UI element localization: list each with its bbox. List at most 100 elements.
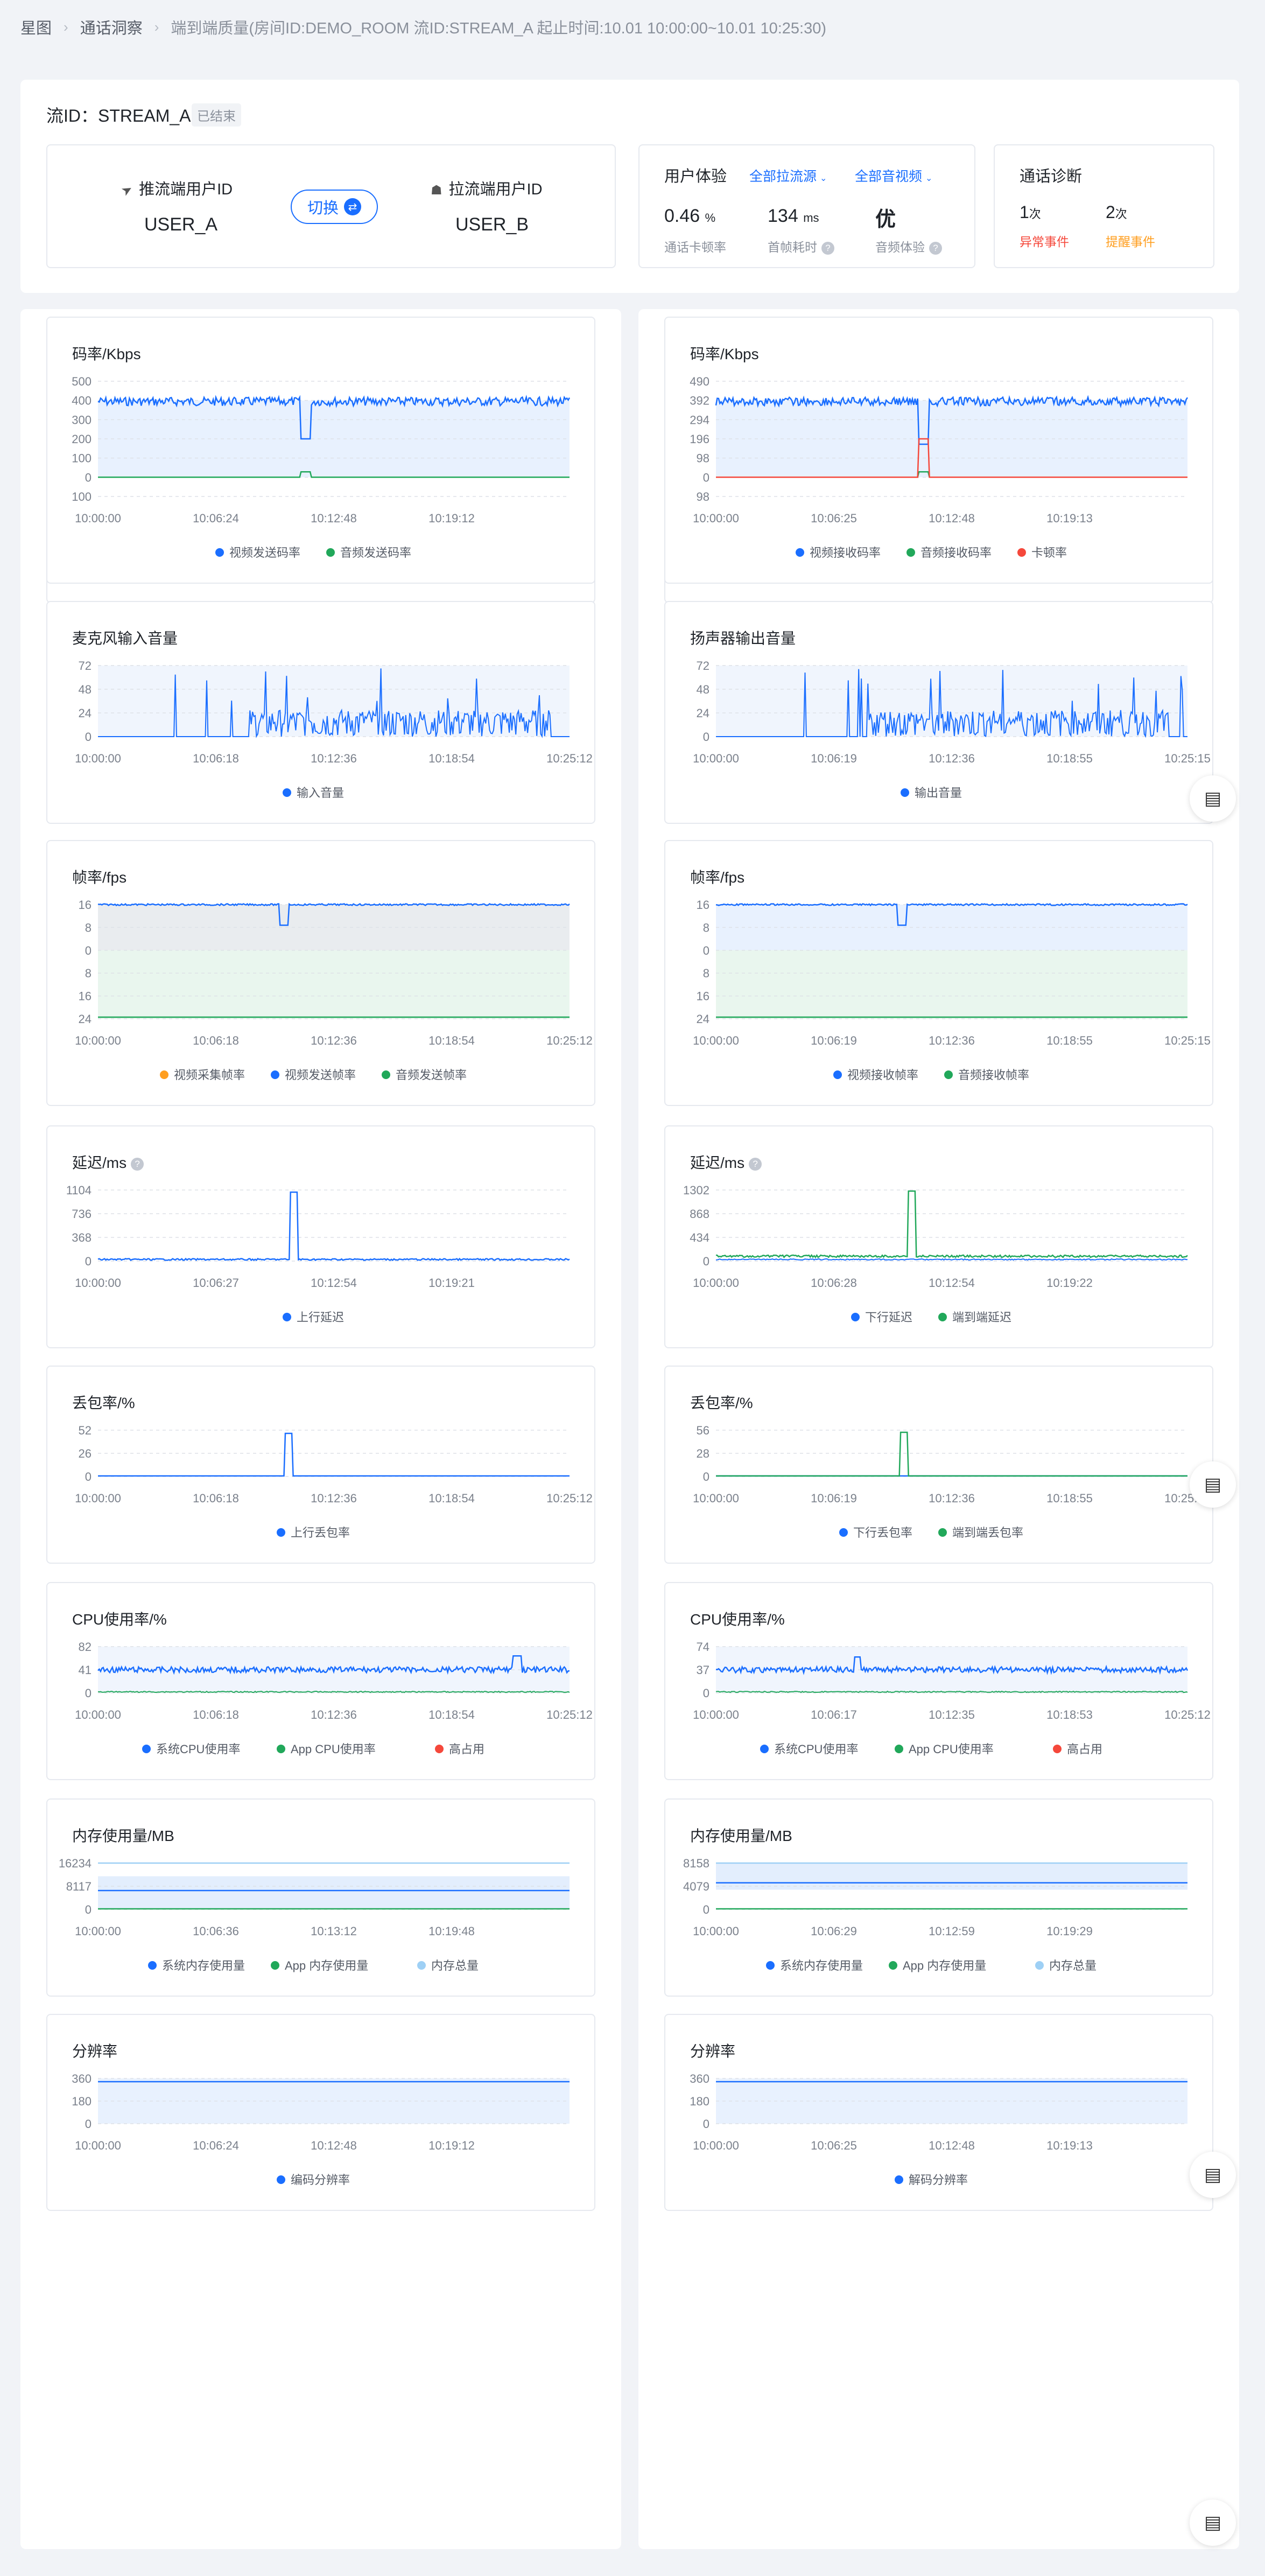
report-icon[interactable]: ▤: [1190, 2500, 1236, 2546]
legend-marker[interactable]: [839, 1528, 848, 1537]
chart-svg[interactable]: 500 400 300 200 100 0 100 10:00:00 10:06:24 10:12…: [47, 318, 594, 584]
chart-svg[interactable]: 360 180 0 10:00:00 10:06:25 10:12:48 10:19:13 解…: [665, 2015, 1212, 2211]
chart-svg[interactable]: 16234 8117 0 10:00:00 10:06:36 10:13:12 10:19:…: [47, 1800, 594, 1997]
abnormal-label[interactable]: 异常事件: [1020, 235, 1069, 249]
series-line[interactable]: [98, 471, 570, 478]
legend-marker[interactable]: [277, 2175, 285, 2184]
series-line[interactable]: [715, 1690, 1188, 1693]
series-line[interactable]: [97, 1191, 570, 1262]
report-icon[interactable]: ▤: [1190, 1461, 1236, 1508]
legend-marker[interactable]: [1017, 548, 1026, 557]
series-line[interactable]: [97, 1690, 570, 1693]
chart-svg[interactable]: 490 392 294 196 98 0 98 10:00:00 10:06:25 10:12:4…: [665, 318, 1212, 584]
filter-media-dropdown[interactable]: 全部音视频 ⌄: [855, 166, 932, 185]
reminder-label[interactable]: 提醒事件: [1106, 235, 1155, 249]
legend-marker[interactable]: [938, 1313, 947, 1321]
help-icon[interactable]: ?: [749, 1157, 762, 1171]
legend-label[interactable]: 端到端丢包率: [952, 1526, 1023, 1539]
legend-label[interactable]: App 内存使用量: [285, 1959, 368, 1972]
chart-svg[interactable]: 72 48 24 0 10:00:00 10:06:19 10:12:36 10:18:55 1…: [665, 602, 1212, 824]
series-line[interactable]: [715, 1190, 1188, 1258]
chart-svg[interactable]: 74 37 0 10:00:00 10:06:17 10:12:35 10:18:53 10:…: [665, 1583, 1212, 1780]
legend-label[interactable]: 音频接收码率: [920, 546, 992, 559]
legend-label[interactable]: 音频发送码率: [340, 546, 411, 559]
legend-marker[interactable]: [435, 1745, 444, 1753]
legend-label[interactable]: 下行延迟: [865, 1311, 912, 1324]
breadcrumb-home[interactable]: 星图: [20, 20, 52, 37]
series-line[interactable]: [716, 669, 1187, 738]
help-icon[interactable]: ?: [131, 1157, 144, 1171]
legend-label[interactable]: 视频接收码率: [810, 546, 881, 559]
legend-label[interactable]: 卡顿率: [1031, 546, 1067, 559]
legend-label[interactable]: 系统内存使用量: [162, 1959, 245, 1972]
legend-label[interactable]: App CPU使用率: [909, 1742, 994, 1756]
legend-marker[interactable]: [160, 1070, 168, 1079]
chart-svg[interactable]: 52 26 0 10:00:00 10:06:18 10:12:36 10:18:54 10:…: [47, 1367, 594, 1564]
chart-svg[interactable]: 82 41 0 10:00:00 10:06:18 10:12:36 10:18:54 10:…: [47, 1583, 594, 1780]
legend-marker[interactable]: [271, 1070, 279, 1079]
series-line[interactable]: [98, 1432, 570, 1477]
series-line[interactable]: [716, 438, 1187, 478]
chart-svg[interactable]: 1302 868 434 0 10:00:00 10:06:28 10:12:54 10:19…: [665, 1126, 1212, 1348]
legend-marker[interactable]: [1053, 1745, 1062, 1753]
legend-marker[interactable]: [326, 548, 335, 557]
legend-label[interactable]: App 内存使用量: [903, 1959, 986, 1972]
legend-label[interactable]: 输出音量: [915, 786, 962, 800]
legend-marker[interactable]: [283, 1313, 291, 1321]
legend-label[interactable]: 端到端延迟: [952, 1311, 1011, 1324]
series-line[interactable]: [716, 1431, 1187, 1477]
reminder-count[interactable]: 2次: [1106, 202, 1127, 222]
legend-label[interactable]: 解码分辨率: [909, 2173, 968, 2187]
abnormal-count[interactable]: 1次: [1020, 202, 1041, 222]
chart-svg[interactable]: 1104 736 368 0 10:00:00 10:06:27 10:12:54 10:19…: [47, 1126, 594, 1348]
legend-label[interactable]: 视频采集帧率: [174, 1068, 245, 1082]
series-line[interactable]: [715, 395, 1189, 445]
legend-marker[interactable]: [944, 1070, 953, 1079]
legend-label[interactable]: 下行丢包率: [853, 1526, 912, 1539]
report-icon[interactable]: ▤: [1190, 775, 1236, 822]
chart-svg[interactable]: 16 8 0 8 16 24 10:00:00 10:06:19 10:12:36 10:18:5…: [665, 841, 1212, 1106]
chart-svg[interactable]: 360 180 0 10:00:00 10:06:24 10:12:48 10:19:12 编…: [47, 2015, 594, 2211]
help-icon[interactable]: ?: [929, 241, 942, 255]
chart-svg[interactable]: 8158 4079 0 10:00:00 10:06:29 10:12:59 10:19:2…: [665, 1800, 1212, 1997]
legend-marker[interactable]: [417, 1961, 426, 1970]
series-line[interactable]: [715, 1258, 1188, 1261]
legend-marker[interactable]: [938, 1528, 947, 1537]
legend-marker[interactable]: [895, 1745, 903, 1753]
legend-marker[interactable]: [760, 1745, 769, 1753]
legend-label[interactable]: 系统CPU使用率: [774, 1742, 858, 1756]
legend-label[interactable]: 输入音量: [297, 786, 344, 800]
legend-marker[interactable]: [148, 1961, 157, 1970]
legend-label[interactable]: 上行丢包率: [291, 1526, 350, 1539]
legend-marker[interactable]: [1035, 1961, 1044, 1970]
report-icon[interactable]: ▤: [1190, 2152, 1236, 2198]
legend-marker[interactable]: [895, 2175, 903, 2184]
legend-marker[interactable]: [277, 1528, 285, 1537]
legend-marker[interactable]: [215, 548, 224, 557]
legend-marker[interactable]: [283, 788, 291, 797]
series-line[interactable]: [97, 902, 570, 926]
legend-marker[interactable]: [906, 548, 915, 557]
chart-svg[interactable]: 72 48 24 0 10:00:00 10:06:18 10:12:36 10:18:54 1…: [47, 602, 594, 824]
series-line[interactable]: [98, 668, 570, 738]
legend-marker[interactable]: [382, 1070, 390, 1079]
legend-label[interactable]: 视频发送帧率: [285, 1068, 356, 1082]
legend-label[interactable]: 上行延迟: [297, 1311, 344, 1324]
series-line[interactable]: [715, 902, 1188, 926]
series-line[interactable]: [97, 1655, 570, 1675]
legend-label[interactable]: 内存总量: [1049, 1959, 1097, 1972]
legend-marker[interactable]: [271, 1961, 279, 1970]
legend-label[interactable]: 内存总量: [431, 1959, 479, 1972]
legend-label[interactable]: 音频发送帧率: [396, 1068, 467, 1082]
legend-label[interactable]: 系统内存使用量: [780, 1959, 863, 1972]
legend-marker[interactable]: [142, 1745, 151, 1753]
switch-button[interactable]: 切换 ⇄: [291, 190, 378, 224]
legend-marker[interactable]: [833, 1070, 842, 1079]
filter-stream-dropdown[interactable]: 全部拉流源 ⌄: [749, 166, 827, 185]
legend-marker[interactable]: [889, 1961, 897, 1970]
legend-marker[interactable]: [851, 1313, 860, 1321]
legend-label[interactable]: 视频发送码率: [229, 546, 300, 559]
legend-label[interactable]: 视频接收帧率: [847, 1068, 918, 1082]
legend-label[interactable]: 高占用: [1067, 1742, 1102, 1756]
